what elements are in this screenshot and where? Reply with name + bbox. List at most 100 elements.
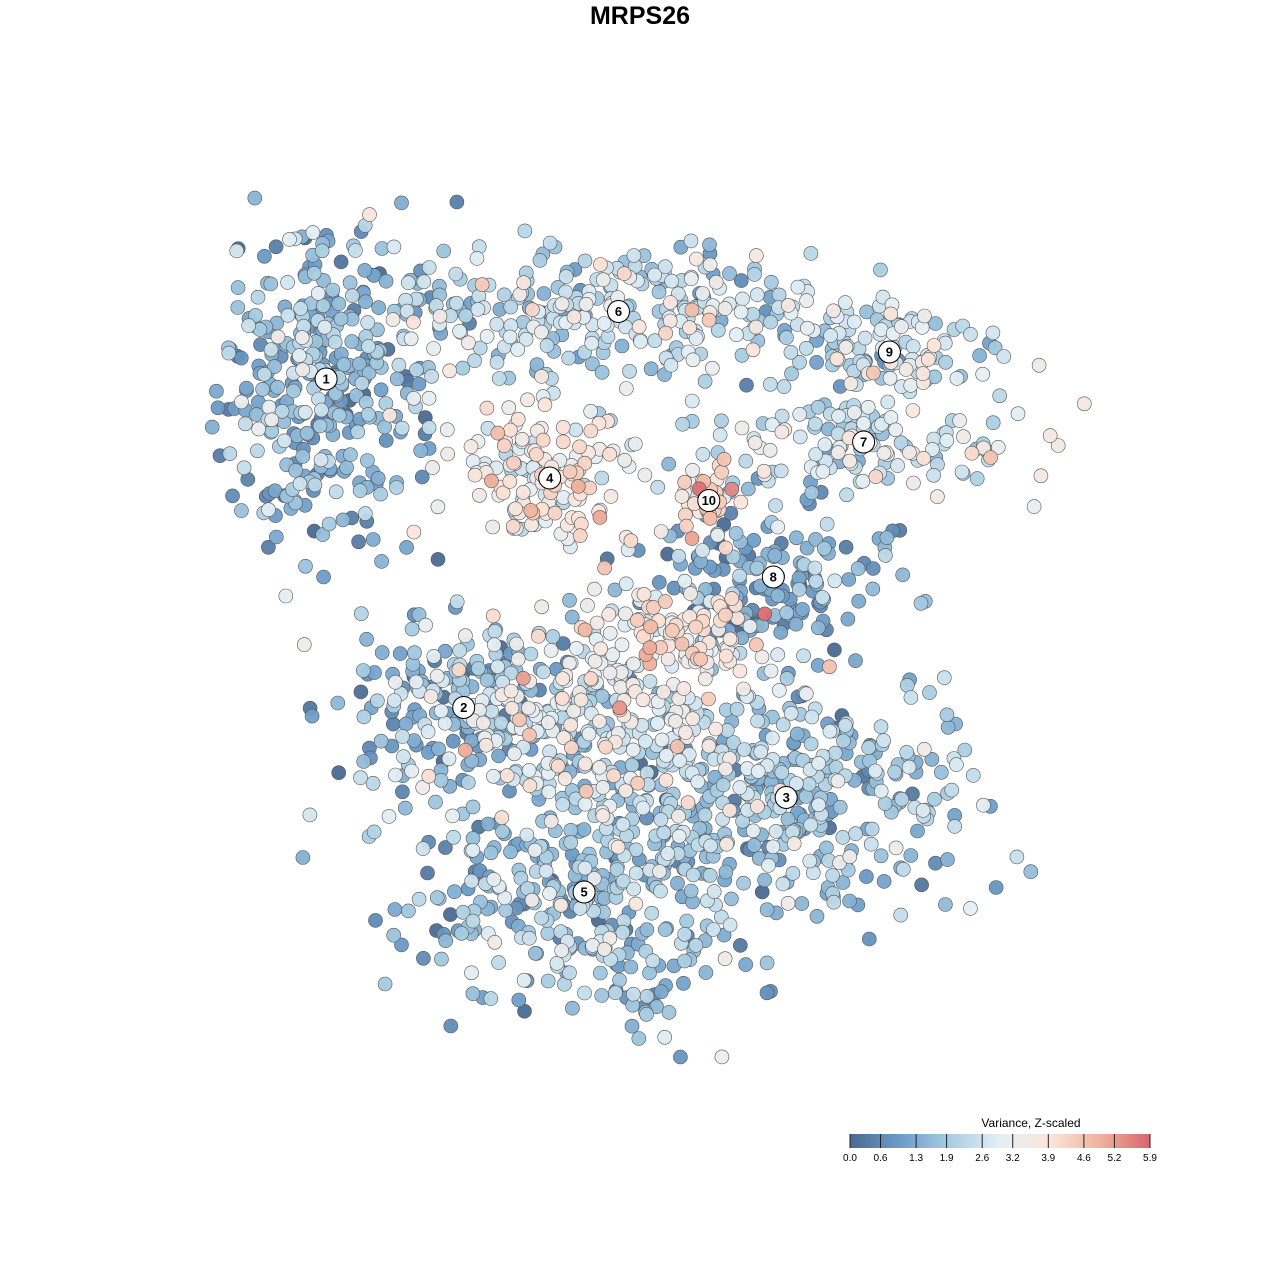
cluster-label-3: 3 (774, 786, 798, 809)
cell-point (702, 510, 718, 526)
cell-point (748, 319, 764, 335)
cell-point (268, 529, 284, 545)
cluster-label-5: 5 (572, 880, 596, 904)
cell-point (486, 637, 502, 653)
cell-point (890, 458, 905, 473)
cluster-label-text: 8 (770, 570, 777, 585)
cell-point (873, 719, 889, 735)
cell-point (742, 619, 758, 634)
cell-point (732, 938, 748, 953)
cell-point (445, 733, 461, 749)
cell-point (304, 708, 320, 724)
cell-point (836, 733, 851, 749)
cell-point (756, 463, 772, 479)
cell-point (624, 757, 640, 773)
cell-point (241, 318, 256, 333)
cell-point (381, 809, 397, 824)
cell-point (583, 671, 599, 686)
cell-point (639, 988, 655, 1004)
cell-point (397, 800, 413, 816)
cell-point (840, 611, 856, 627)
cell-point (520, 392, 535, 408)
cell-point (504, 700, 520, 716)
cell-point (888, 422, 903, 438)
cell-point (639, 922, 655, 938)
cell-point (936, 670, 952, 686)
cell-point (745, 307, 761, 322)
cell-point (804, 485, 820, 501)
cell-point (738, 957, 754, 972)
cell-point (557, 771, 573, 786)
cell-point (1026, 499, 1042, 514)
cell-point (827, 642, 842, 658)
cell-point (749, 287, 765, 303)
cell-point (679, 913, 695, 929)
cell-point (569, 641, 584, 656)
cell-point (910, 823, 925, 839)
cell-point (832, 799, 848, 815)
cell-point (768, 824, 784, 839)
cell-point (577, 860, 593, 876)
cell-point (295, 850, 311, 865)
cell-point (542, 235, 558, 251)
cell-point (234, 350, 249, 366)
cell-point (894, 791, 910, 807)
cell-point (491, 371, 507, 386)
cell-point (930, 489, 945, 505)
cell-point (430, 552, 446, 567)
cell-point (550, 758, 566, 774)
cell-point (987, 340, 1003, 356)
cell-point (424, 368, 439, 384)
cell-point (425, 460, 440, 475)
cell-point (489, 354, 505, 370)
cell-point (465, 842, 481, 858)
cell-point (671, 808, 686, 824)
cluster-label-2: 2 (452, 696, 476, 719)
cell-point (580, 598, 595, 613)
cell-point (555, 420, 571, 435)
cell-point (527, 842, 543, 858)
cell-point (750, 799, 765, 814)
cell-point (615, 817, 631, 832)
cell-point (458, 742, 473, 758)
cell-point (774, 765, 790, 780)
cell-point (761, 858, 776, 873)
cell-point (990, 439, 1006, 455)
cell-point (882, 370, 898, 386)
cell-point (895, 567, 911, 583)
cell-point (617, 452, 633, 468)
cell-point (535, 432, 551, 448)
cell-point (449, 594, 465, 610)
cell-point (605, 647, 621, 663)
cell-point (671, 548, 686, 564)
cell-point (395, 784, 410, 800)
cell-point (382, 407, 398, 423)
cell-point (671, 828, 687, 844)
cell-point (628, 865, 644, 881)
cell-point (746, 838, 762, 853)
cell-point (964, 445, 980, 461)
cell-point (537, 397, 553, 413)
cell-point (429, 890, 445, 905)
cell-point (584, 356, 600, 372)
cell-point (467, 467, 483, 483)
legend-tick-label: 5.9 (1143, 1153, 1157, 1164)
cell-point (795, 602, 810, 617)
cell-point (239, 380, 254, 396)
cell-point (701, 738, 717, 754)
cell-point (657, 922, 673, 937)
cell-point (612, 700, 627, 716)
cell-point (447, 884, 462, 900)
cell-point (653, 524, 669, 539)
cell-point (458, 628, 473, 644)
cell-point (335, 512, 351, 528)
cell-point (695, 286, 710, 301)
cell-point (633, 334, 648, 349)
cell-point (916, 450, 931, 466)
cell-point (331, 407, 347, 423)
cell-point (350, 424, 366, 440)
cell-point (584, 335, 600, 351)
cell-point (411, 376, 427, 392)
cell-point (804, 709, 820, 725)
cell-point (757, 606, 773, 622)
